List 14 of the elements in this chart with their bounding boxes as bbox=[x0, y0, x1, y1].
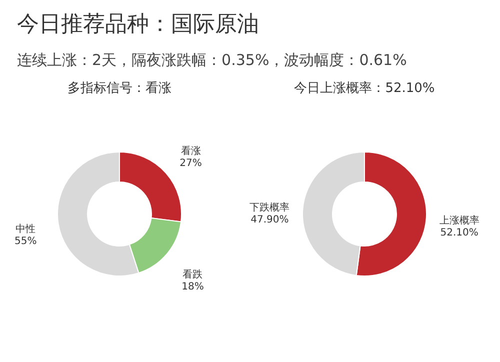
slice-label: 看跌 bbox=[182, 268, 203, 281]
text: 连续上涨：2天，隔夜涨跌幅：0.35%，波动幅度：0.61% bbox=[17, 51, 407, 69]
slice-label: 中性 bbox=[16, 222, 36, 235]
chart-title: 今日上涨概率：52.10% bbox=[294, 80, 435, 96]
data-label: 47.90% bbox=[250, 214, 289, 226]
slice-label: 上涨概率 bbox=[439, 214, 480, 226]
slice-label: 下跌概率 bbox=[250, 202, 290, 214]
chart-title: 多指标信号：看涨 bbox=[68, 81, 172, 96]
data-label: 18% bbox=[182, 282, 204, 293]
slice-label: 看涨 bbox=[180, 145, 201, 158]
text: 今日推荐品种：国际原油 bbox=[17, 12, 259, 37]
data-label: 52.10% bbox=[440, 227, 478, 238]
data-label: 27% bbox=[180, 158, 202, 170]
data-label: 55% bbox=[14, 236, 37, 247]
